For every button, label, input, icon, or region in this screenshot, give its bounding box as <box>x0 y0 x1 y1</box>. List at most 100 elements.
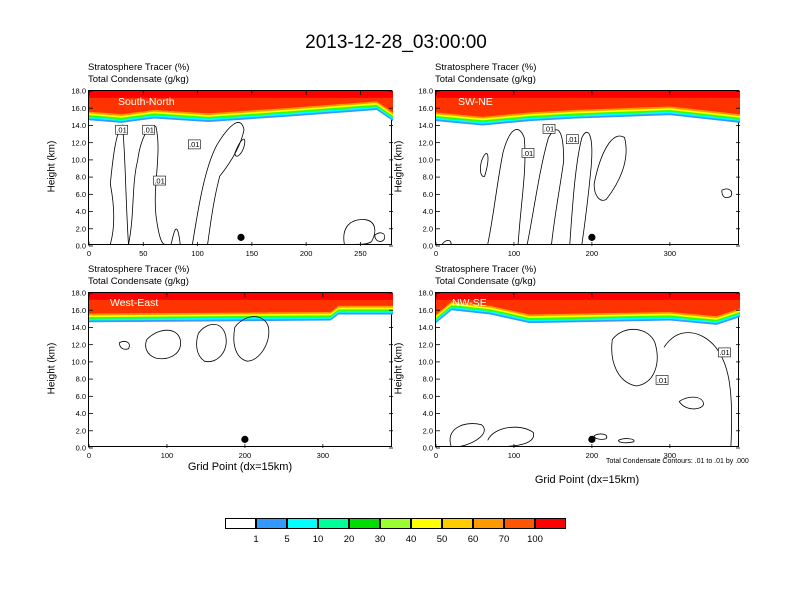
y-tick-label: 14.0 <box>71 121 86 130</box>
contour-label-box <box>718 347 731 358</box>
colorbar-label: 50 <box>436 534 448 545</box>
contour-label-box <box>521 148 535 158</box>
condensate-contour <box>343 219 376 245</box>
heading-line-tracer: Stratosphere Tracer (%) <box>435 264 537 275</box>
condensate-contour <box>721 188 733 199</box>
panel-label: West-East <box>110 297 159 309</box>
x-axis-label: Grid Point (dx=15km) <box>534 474 640 486</box>
heading-line-tracer: Stratosphere Tracer (%) <box>88 264 190 275</box>
x-tick-label: 0 <box>87 451 91 460</box>
y-tick-label: 0.0 <box>423 242 433 251</box>
y-axis-label: Height (km) <box>46 342 58 395</box>
colorbar-swatch <box>380 518 411 529</box>
condensate-contour <box>611 329 658 387</box>
chart-svg: 0.0 2.0 4.0 6.0 8.0 10.0 12.0 14.0 16.0 18.0 0 100 2… <box>71 289 393 460</box>
condensate-contour <box>593 135 627 201</box>
panel-heading: Stratosphere Tracer (%) Total Condensate… <box>435 264 536 288</box>
panel-label: South-North <box>118 96 175 108</box>
y-tick-label: 8.0 <box>76 173 86 182</box>
y-tick-label: 2.0 <box>76 426 86 435</box>
condensate-contour <box>145 329 182 360</box>
contour-label-box <box>153 175 166 186</box>
condensate-contour <box>618 438 635 444</box>
colorbar-swatch <box>318 518 349 529</box>
y-tick-label: 16.0 <box>418 306 433 315</box>
condensate-contour <box>526 129 565 245</box>
colorbar-swatch <box>349 518 380 529</box>
chart-svg: .01 .01 .01 0.0 2.0 4.0 6.0 8.0 10.0 12.0 14.0 16.0… <box>418 87 740 258</box>
tracer-top-band <box>436 293 740 300</box>
heading-line-condensate: Total Condensate (g/kg) <box>435 74 536 85</box>
y-tick-label: 2.0 <box>423 426 433 435</box>
colorbar-label: 10 <box>312 534 324 545</box>
colorbar-label: 1 <box>253 534 259 545</box>
x-tick-label: 50 <box>139 249 147 258</box>
y-tick-label: 14.0 <box>71 323 86 332</box>
heading-line-condensate: Total Condensate (g/kg) <box>88 74 189 85</box>
heading-line-tracer: Stratosphere Tracer (%) <box>88 62 190 73</box>
colorbar-swatch <box>442 518 473 529</box>
y-tick-label: 12.0 <box>71 340 86 349</box>
y-tick-label: 0.0 <box>76 242 86 251</box>
colorbar-swatch <box>504 518 535 529</box>
contour-label: .01 <box>657 376 667 385</box>
condensate-contour <box>678 396 704 410</box>
y-tick-label: 16.0 <box>71 104 86 113</box>
contour-label-box <box>542 124 556 134</box>
y-tick-label: 6.0 <box>76 190 86 199</box>
y-tick-label: 14.0 <box>418 323 433 332</box>
panel-label: SW-NE <box>458 96 493 108</box>
condensate-contour <box>663 332 733 447</box>
x-tick-label: 300 <box>664 249 677 258</box>
chart-svg: .01 .01 .01 .01 0.0 2.0 4.0 6.0 8.0 10.0 12.0 14.0 1… <box>71 87 393 258</box>
condensate-contour <box>109 124 129 245</box>
condensate-contour <box>128 125 166 245</box>
x-tick-label: 250 <box>354 249 367 258</box>
colorbar-label: 70 <box>498 534 510 545</box>
contour-label: .01 <box>143 126 153 135</box>
y-tick-label: 6.0 <box>423 392 433 401</box>
condensate-contour <box>441 239 452 245</box>
contour-label: .01 <box>567 135 577 144</box>
y-tick-label: 12.0 <box>71 138 86 147</box>
colorbar-label: 30 <box>374 534 386 545</box>
condensate-contour <box>479 153 489 177</box>
condensate-contour <box>487 426 534 447</box>
colorbar-swatch <box>287 518 318 529</box>
y-axis-label: Height (km) <box>46 140 58 193</box>
y-tick-label: 16.0 <box>71 306 86 315</box>
tracer-top-band <box>89 293 393 300</box>
plot-area: 0.0 2.0 4.0 6.0 8.0 10.0 12.0 14.0 16.0 18.0 0 100 2… <box>71 289 393 460</box>
contour-label: .01 <box>154 176 164 185</box>
chart-title: 2013-12-28_03:00:00 <box>305 32 487 53</box>
condensate-contour <box>233 316 270 362</box>
y-tick-label: 8.0 <box>76 375 86 384</box>
y-tick-label: 18.0 <box>71 289 86 298</box>
y-tick-label: 2.0 <box>76 224 86 233</box>
x-tick-label: 200 <box>586 451 599 460</box>
condensate-contour <box>569 131 593 245</box>
tracer-top-band <box>89 91 393 98</box>
heading-line-condensate: Total Condensate (g/kg) <box>88 276 189 287</box>
x-tick-label: 300 <box>664 451 677 460</box>
condensate-contour <box>192 122 245 245</box>
condensate-contour <box>593 433 608 440</box>
y-tick-label: 18.0 <box>418 289 433 298</box>
location-marker <box>237 233 245 241</box>
x-tick-label: 200 <box>239 451 252 460</box>
y-tick-label: 4.0 <box>76 409 86 418</box>
y-tick-label: 10.0 <box>71 155 86 164</box>
y-tick-label: 18.0 <box>71 87 86 96</box>
y-tick-label: 18.0 <box>418 87 433 96</box>
location-marker <box>588 233 596 241</box>
contour-label-box <box>188 139 201 150</box>
y-tick-label: 4.0 <box>76 207 86 216</box>
contour-label: .01 <box>544 125 554 134</box>
condensate-contour <box>374 232 386 242</box>
y-tick-label: 12.0 <box>418 340 433 349</box>
y-tick-label: 14.0 <box>418 121 433 130</box>
y-tick-label: 2.0 <box>423 224 433 233</box>
x-tick-label: 150 <box>246 249 259 258</box>
condensate-contour <box>196 323 227 363</box>
y-tick-label: 10.0 <box>418 357 433 366</box>
